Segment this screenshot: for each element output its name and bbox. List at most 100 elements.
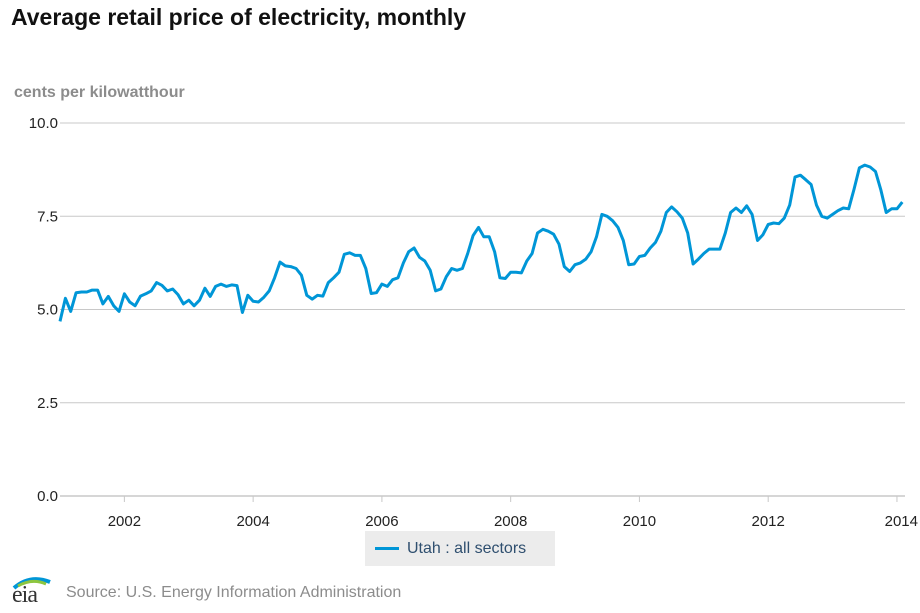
data-point[interactable] [744, 203, 750, 209]
data-point[interactable] [583, 256, 589, 262]
data-point[interactable] [760, 232, 766, 238]
data-point[interactable] [384, 283, 390, 289]
data-point[interactable] [138, 293, 144, 299]
data-point[interactable] [379, 281, 385, 287]
data-point[interactable] [524, 258, 530, 264]
data-point[interactable] [256, 299, 262, 305]
data-point[interactable] [68, 308, 74, 314]
data-point[interactable] [170, 286, 176, 292]
data-point[interactable] [540, 226, 546, 232]
data-point[interactable] [610, 218, 616, 224]
data-point[interactable] [213, 283, 219, 289]
data-point[interactable] [250, 298, 256, 304]
data-point[interactable] [277, 259, 283, 265]
data-point[interactable] [352, 252, 358, 258]
data-point[interactable] [663, 210, 669, 216]
data-point[interactable] [127, 299, 133, 305]
data-point[interactable] [518, 270, 524, 276]
data-point[interactable] [417, 254, 423, 260]
data-point[interactable] [572, 262, 578, 268]
data-point[interactable] [121, 291, 127, 297]
data-point[interactable] [830, 211, 836, 217]
data-point[interactable] [57, 318, 63, 324]
data-point[interactable] [862, 162, 868, 168]
data-point[interactable] [749, 211, 755, 217]
data-point[interactable] [604, 213, 610, 219]
data-point[interactable] [899, 199, 905, 205]
data-point[interactable] [599, 211, 605, 217]
data-point[interactable] [400, 260, 406, 266]
data-point[interactable] [390, 277, 396, 283]
data-point[interactable] [191, 303, 197, 309]
data-point[interactable] [304, 292, 310, 298]
data-point[interactable] [728, 210, 734, 216]
data-point[interactable] [695, 256, 701, 262]
data-point[interactable] [717, 246, 723, 252]
data-point[interactable] [626, 262, 632, 268]
data-point[interactable] [808, 182, 814, 188]
data-point[interactable] [298, 272, 304, 278]
data-point[interactable] [824, 215, 830, 221]
data-point[interactable] [658, 228, 664, 234]
data-point[interactable] [132, 303, 138, 309]
data-point[interactable] [433, 288, 439, 294]
data-point[interactable] [282, 263, 288, 269]
data-point[interactable] [738, 210, 744, 216]
data-point[interactable] [84, 289, 90, 295]
data-point[interactable] [679, 215, 685, 221]
data-point[interactable] [368, 291, 374, 297]
data-point[interactable] [309, 296, 315, 302]
data-point[interactable] [111, 303, 117, 309]
data-point[interactable] [577, 260, 583, 266]
data-point[interactable] [567, 269, 573, 275]
data-point[interactable] [840, 205, 846, 211]
data-point[interactable] [95, 287, 101, 293]
data-point[interactable] [771, 220, 777, 226]
data-point[interactable] [787, 202, 793, 208]
data-point[interactable] [492, 249, 498, 255]
data-point[interactable] [62, 295, 68, 301]
data-point[interactable] [883, 210, 889, 216]
data-point[interactable] [814, 202, 820, 208]
data-point[interactable] [873, 169, 879, 175]
data-point[interactable] [856, 165, 862, 171]
data-point[interactable] [781, 215, 787, 221]
data-point[interactable] [819, 213, 825, 219]
data-point[interactable] [620, 238, 626, 244]
data-point[interactable] [229, 282, 235, 288]
data-point[interactable] [73, 290, 79, 296]
data-point[interactable] [288, 264, 294, 270]
data-point[interactable] [325, 280, 331, 286]
data-point[interactable] [459, 266, 465, 272]
data-point[interactable] [556, 241, 562, 247]
data-point[interactable] [438, 286, 444, 292]
data-point[interactable] [175, 292, 181, 298]
data-point[interactable] [465, 251, 471, 257]
data-point[interactable] [722, 230, 728, 236]
data-point[interactable] [245, 292, 251, 298]
data-point[interactable] [508, 269, 514, 275]
data-point[interactable] [395, 275, 401, 281]
data-point[interactable] [347, 250, 353, 256]
data-point[interactable] [261, 294, 267, 300]
data-point[interactable] [374, 290, 380, 296]
data-point[interactable] [889, 206, 895, 212]
data-point[interactable] [406, 249, 412, 255]
data-point[interactable] [336, 269, 342, 275]
data-point[interactable] [765, 222, 771, 228]
data-point[interactable] [835, 208, 841, 214]
data-point[interactable] [701, 251, 707, 257]
data-point[interactable] [867, 164, 873, 170]
data-point[interactable] [341, 251, 347, 257]
series-line-utah[interactable] [58, 163, 904, 322]
data-point[interactable] [293, 266, 299, 272]
data-point[interactable] [272, 275, 278, 281]
data-point[interactable] [615, 224, 621, 230]
data-point[interactable] [470, 233, 476, 239]
data-point[interactable] [105, 293, 111, 299]
data-point[interactable] [535, 230, 541, 236]
data-point[interactable] [411, 245, 417, 251]
legend[interactable]: Utah : all sectors [365, 531, 555, 566]
data-point[interactable] [588, 249, 594, 255]
data-point[interactable] [148, 288, 154, 294]
